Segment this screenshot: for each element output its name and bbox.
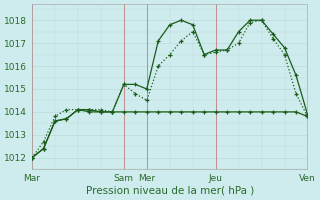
X-axis label: Pression niveau de la mer( hPa ): Pression niveau de la mer( hPa ) [86,186,254,196]
